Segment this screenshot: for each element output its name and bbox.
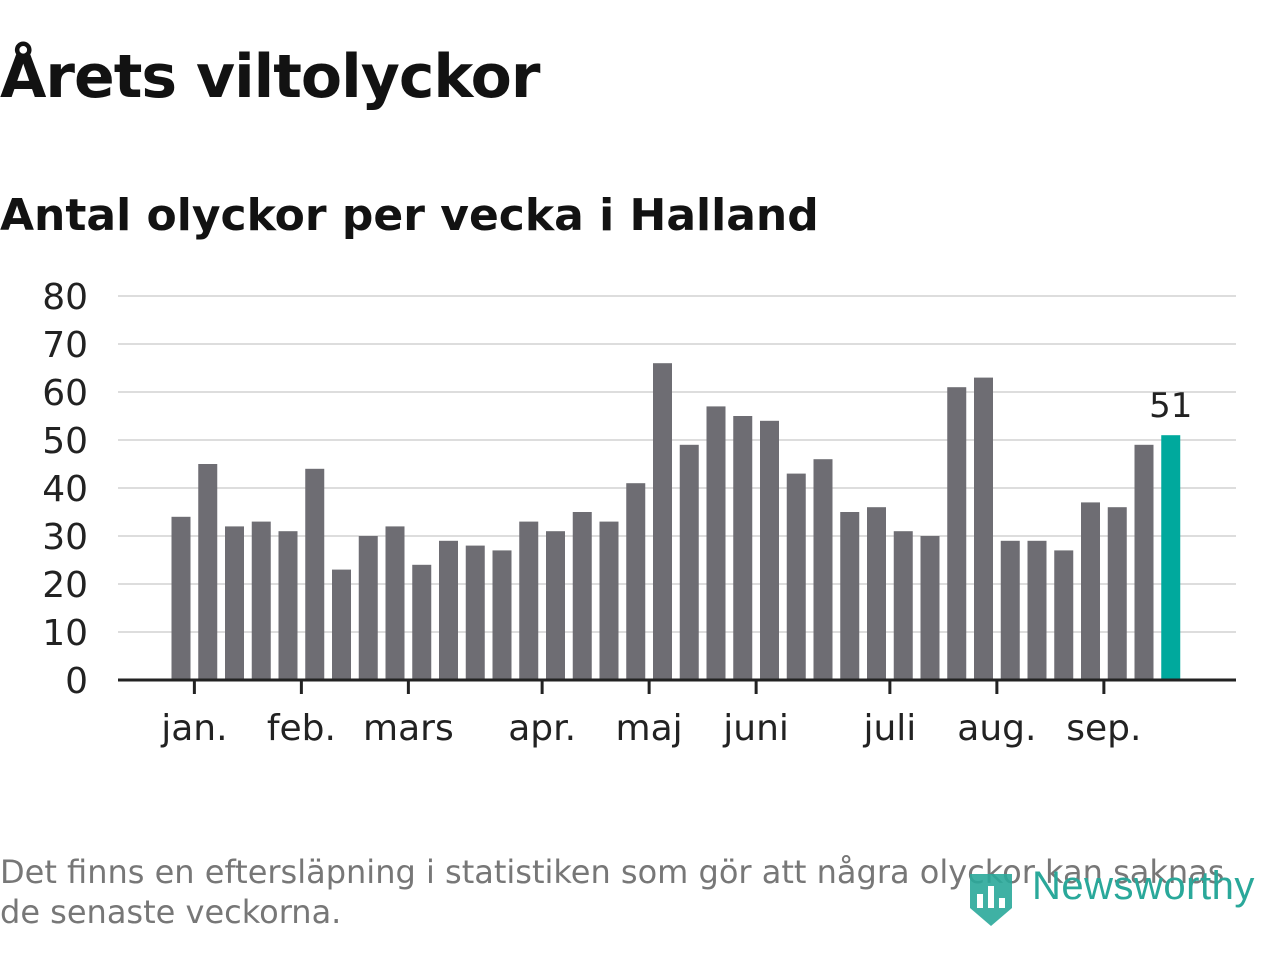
x-tick-label: sep. (1066, 708, 1141, 749)
bar (278, 531, 298, 680)
x-tick-label: maj (616, 708, 683, 749)
newsworthy-logo-icon (970, 874, 1012, 926)
x-tick-label: apr. (508, 708, 576, 749)
bar (679, 444, 699, 680)
bar (465, 545, 485, 680)
bar (1134, 444, 1154, 680)
x-tick-label: feb. (267, 708, 336, 749)
y-tick-label: 0 (65, 661, 88, 702)
newsworthy-logo: Newsworthy (962, 862, 1280, 932)
y-tick-label: 10 (42, 613, 88, 654)
x-tick-label: juli (862, 708, 916, 749)
bar (653, 363, 672, 680)
highlight-bar (1161, 435, 1181, 680)
chart-title: Årets viltolyckor (0, 42, 540, 112)
y-tick-label: 40 (42, 469, 88, 510)
bar (706, 406, 726, 680)
bar (893, 531, 913, 680)
bar (572, 512, 592, 680)
bar (1107, 507, 1127, 680)
bar (1027, 540, 1047, 680)
x-tick-label: jan. (160, 708, 227, 749)
bar (225, 526, 244, 680)
bar (599, 521, 619, 680)
bar (920, 536, 940, 680)
chart-subtitle: Antal olyckor per vecka i Halland (0, 190, 819, 241)
bar (813, 459, 833, 680)
bar (358, 536, 378, 680)
bar (760, 420, 779, 680)
footnote: Det finns en eftersläpning i statistiken… (0, 853, 1225, 931)
y-tick-label: 30 (42, 517, 88, 558)
y-tick-label: 70 (42, 325, 88, 366)
bar (519, 521, 539, 680)
brand-name: Newsworthy (1032, 864, 1255, 908)
x-tick-label: mars (363, 708, 454, 749)
bar (867, 507, 886, 680)
bar (385, 526, 405, 680)
bar (786, 473, 806, 680)
bar (439, 540, 458, 680)
bar (332, 569, 351, 680)
bar (626, 483, 646, 680)
bar (198, 464, 218, 680)
bar (974, 377, 993, 680)
y-tick-label: 50 (42, 421, 88, 462)
bar (1054, 550, 1074, 680)
x-tick-label: aug. (957, 708, 1036, 749)
bar (305, 468, 325, 680)
bar (733, 416, 753, 680)
bar (546, 531, 565, 680)
bar (171, 516, 191, 680)
y-tick-label: 60 (42, 373, 88, 414)
bar (251, 521, 271, 680)
x-tick-label: juni (722, 708, 789, 749)
data-label: 51 (1149, 386, 1192, 426)
bar (492, 550, 512, 680)
bar (1081, 502, 1100, 680)
bar (1000, 540, 1020, 680)
y-tick-label: 80 (42, 277, 88, 318)
bar (947, 387, 967, 680)
bar (412, 564, 432, 680)
bar (840, 512, 860, 680)
y-tick-label: 20 (42, 565, 88, 606)
